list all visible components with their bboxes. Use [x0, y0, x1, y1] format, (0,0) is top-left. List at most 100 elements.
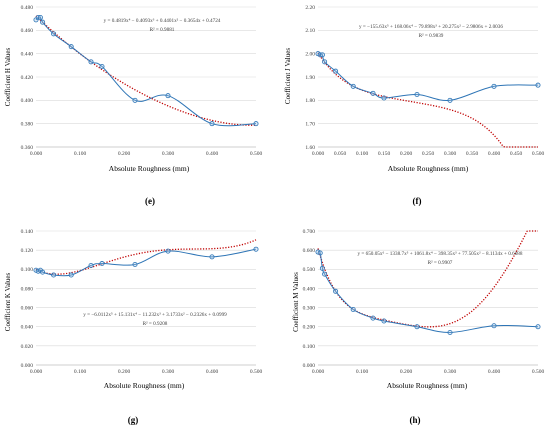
- data-point: [491, 323, 497, 329]
- x-tick-label: 0.400: [488, 369, 501, 375]
- y-tick-label: 0.060: [21, 305, 34, 311]
- data-point: [447, 97, 453, 103]
- x-tick-label: 0.100: [356, 151, 369, 157]
- x-tick-label: 0.000: [30, 369, 43, 375]
- series-line: [317, 251, 539, 333]
- y-tick-label: 0.500: [303, 267, 316, 273]
- data-point: [165, 248, 171, 254]
- x-tick-label: 0.450: [510, 151, 523, 157]
- data-point: [350, 306, 356, 312]
- data-point: [253, 121, 259, 127]
- data-point: [51, 272, 57, 278]
- y-tick-label: 1.70: [305, 122, 315, 128]
- x-axis-label: Absolute Roughness (mm): [388, 164, 469, 173]
- chart-panel-f: 1.60 1.70 1.80 1.90 2.00 2.10 2.20 0.000 0.050 0.…: [284, 5, 544, 206]
- y-axis-label: Coefficient J Values: [284, 48, 292, 104]
- y-tick-label: 0.480: [21, 5, 34, 11]
- data-point: [51, 31, 57, 37]
- data-point: [68, 44, 74, 50]
- data-point: [414, 92, 420, 98]
- plot-area: 0.000 0.100 0.200 0.300 0.400 0.500 0.600 0.700…: [303, 229, 545, 375]
- y-tick-label: 0.200: [303, 325, 316, 331]
- x-tick-label: 0.500: [250, 151, 263, 157]
- x-tick-label: 0.400: [488, 151, 501, 157]
- x-tick-label: 0.200: [118, 151, 131, 157]
- y-tick-label: 0.440: [21, 52, 34, 58]
- y-tick-label: 0.080: [21, 286, 34, 292]
- data-point: [333, 288, 339, 294]
- y-tick-label: 0.020: [21, 344, 34, 350]
- data-point: [40, 269, 46, 275]
- panel-label: (h): [410, 415, 421, 425]
- plot-area: 0.000 0.020 0.040 0.060 0.080 0.100 0.120 0.140…: [21, 229, 263, 375]
- r-squared: R² = 0.9881: [150, 27, 175, 33]
- x-tick-label: 0.400: [206, 369, 219, 375]
- data-point: [37, 14, 43, 20]
- y-tick-label: 0.400: [21, 98, 34, 104]
- data-point: [209, 121, 215, 127]
- data-point: [88, 262, 94, 268]
- r-squared: R² = 0.9839: [419, 33, 444, 39]
- r-squared: R² = 0.9208: [143, 321, 168, 327]
- data-point: [40, 19, 46, 25]
- y-tick-label: 2.00: [305, 52, 315, 58]
- x-tick-label: 0.250: [422, 151, 435, 157]
- data-point: [253, 246, 259, 252]
- y-tick-label: 0.460: [21, 28, 34, 34]
- y-tick-label: 0.600: [303, 248, 316, 254]
- chart-panel-g: 0.000 0.020 0.040 0.060 0.080 0.100 0.120 0.140…: [4, 229, 262, 425]
- trendline-equation: y = 0.4819x⁴ − 0.4093x³ + 0.4401x² − 0.3…: [104, 18, 221, 24]
- y-tick-label: 0.300: [303, 305, 316, 311]
- x-tick-label: 0.150: [378, 151, 391, 157]
- x-tick-label: 0.400: [206, 151, 219, 157]
- data-point: [319, 52, 325, 58]
- data-point: [491, 83, 497, 89]
- x-tick-label: 0.300: [162, 369, 175, 375]
- data-point: [535, 82, 541, 88]
- panel-label: (f): [413, 196, 422, 206]
- y-axis-label: Coefficient K Values: [4, 273, 12, 332]
- data-point: [447, 329, 453, 335]
- x-tick-label: 0.300: [444, 369, 457, 375]
- data-point: [132, 97, 138, 103]
- y-tick-label: 2.20: [305, 5, 315, 11]
- data-point: [68, 272, 74, 278]
- trendline-equation: y = −6.0112x⁵ + 15.131x⁴ − 11.232x³ + 3.…: [83, 312, 227, 318]
- y-tick-label: 0.140: [21, 229, 34, 235]
- chart-panel-h: 0.000 0.100 0.200 0.300 0.400 0.500 0.600 0.700…: [292, 229, 544, 425]
- data-point: [322, 59, 328, 65]
- x-tick-label: 0.000: [312, 369, 325, 375]
- x-tick-label: 0.300: [162, 151, 175, 157]
- data-point: [381, 95, 387, 101]
- data-point: [99, 64, 105, 70]
- x-tick-label: 0.050: [334, 151, 347, 157]
- data-point: [350, 83, 356, 89]
- data-point: [535, 324, 541, 330]
- x-axis-label: Absolute Roughness (mm): [104, 381, 185, 390]
- y-tick-label: 0.380: [21, 122, 34, 128]
- y-tick-label: 1.80: [305, 98, 315, 104]
- data-point: [333, 68, 339, 74]
- x-tick-label: 0.300: [444, 151, 457, 157]
- y-tick-label: 0.100: [21, 267, 34, 273]
- y-tick-label: 0.120: [21, 248, 34, 254]
- x-axis-label: Absolute Roughness (mm): [109, 164, 190, 173]
- y-tick-label: 0.040: [21, 325, 34, 331]
- x-tick-label: 0.100: [74, 369, 87, 375]
- y-tick-label: 0.400: [303, 286, 316, 292]
- data-point: [319, 265, 325, 271]
- data-point: [209, 254, 215, 260]
- data-point: [317, 250, 323, 256]
- data-point: [381, 318, 387, 324]
- data-point: [322, 271, 328, 277]
- x-tick-label: 0.500: [250, 369, 263, 375]
- y-tick-label: 0.000: [303, 363, 316, 369]
- y-tick-label: 0.100: [303, 344, 316, 350]
- data-point: [165, 93, 171, 99]
- r-squared: R² = 0.9907: [428, 260, 453, 266]
- data-point: [370, 315, 376, 321]
- trendline-equation: y = −155.63x⁵ + 168.06x⁴ − 79.898x³ + 20…: [359, 24, 503, 30]
- y-tick-label: 0.700: [303, 229, 316, 235]
- panel-label: (e): [145, 196, 155, 206]
